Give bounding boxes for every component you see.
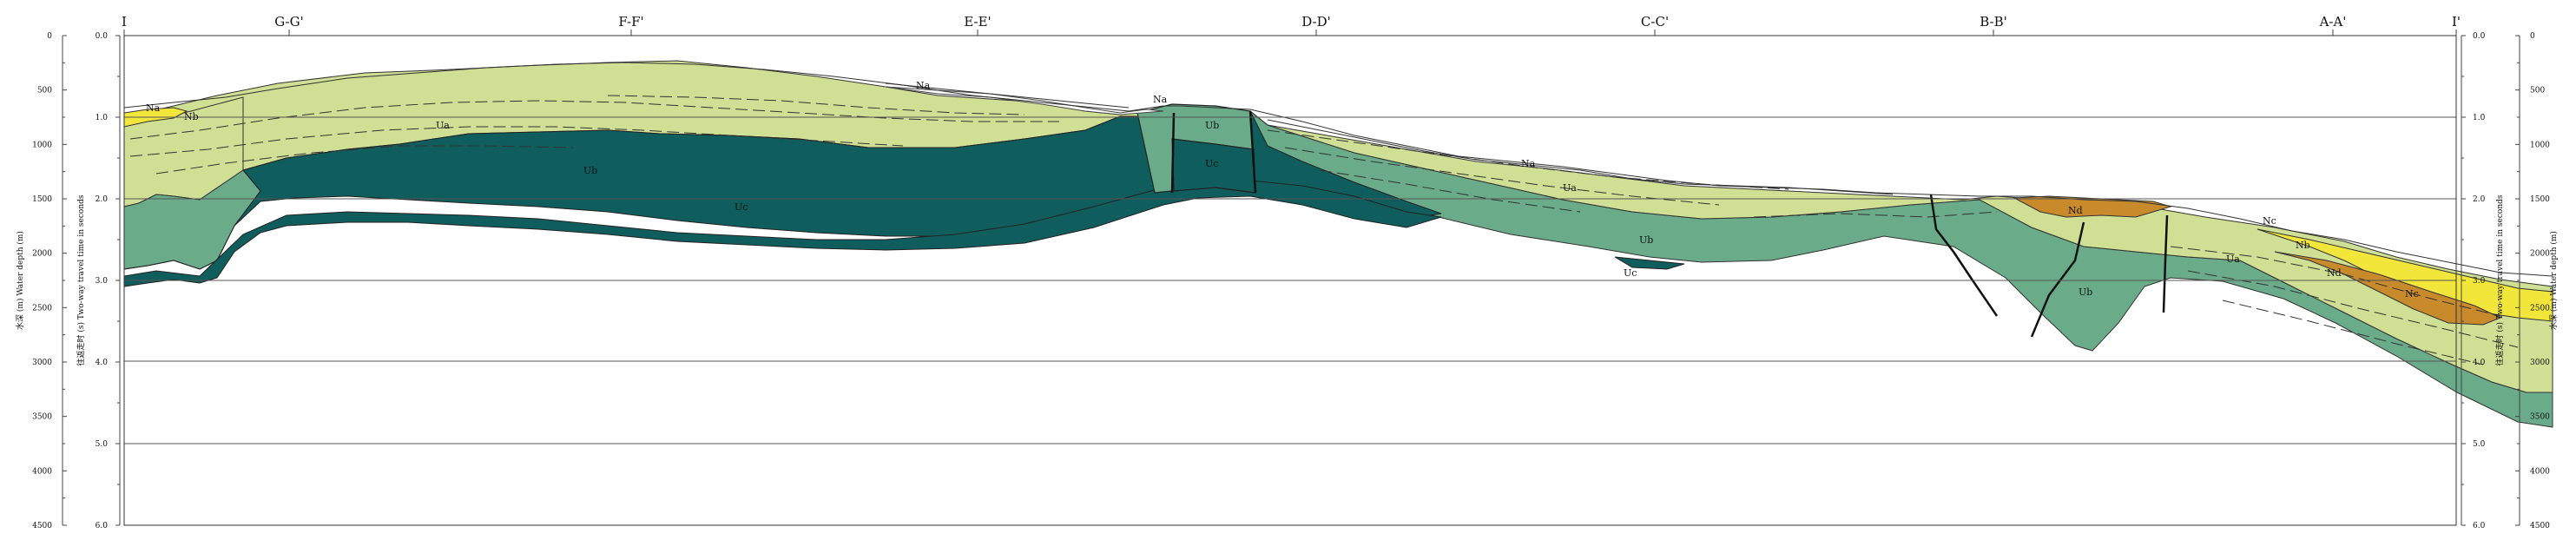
right-time-tick-label: 2.0 [2473, 195, 2486, 204]
left-time-tick-label: 4.0 [96, 359, 109, 367]
right-depth-tick-label: 1500 [2530, 195, 2550, 204]
left-depth-tick-label: 1000 [32, 141, 52, 149]
fault-1 [1170, 112, 1176, 194]
label-nb-aa: Nb [2296, 240, 2310, 251]
right-depth-tick-label: 3500 [2530, 413, 2550, 422]
unit-labels: Na Nb Ua Ub Uc Na Na Ub Uc Na Ua Ub Uc N… [146, 80, 2419, 300]
profile-label-i-prime: I' [2452, 14, 2461, 30]
fault-2 [1248, 110, 1257, 194]
left-time-axis: 0.0 1.0 2.0 3.0 4.0 5.0 6.0 [96, 32, 121, 530]
label-nb-left: Nb [184, 111, 199, 122]
right-depth-tick-label: 3000 [2530, 359, 2550, 367]
right-time-tick-label: 3.0 [2473, 277, 2486, 286]
label-uc-left: Uc [735, 201, 748, 213]
time-grid [124, 116, 2456, 445]
left-time-tick-label: 1.0 [96, 114, 109, 122]
left-time-tick-label: 3.0 [96, 277, 109, 286]
label-ub-cc: Ub [1639, 234, 1653, 246]
label-ub-mid: Ub [1205, 120, 1219, 131]
right-depth-axis-title: 水深 (m) Water depth (m) [2548, 231, 2559, 330]
profile-ticks [123, 30, 2457, 36]
label-na-top: Na [1153, 94, 1168, 105]
label-nc-aa: Nc [2263, 215, 2276, 227]
left-depth-tick-label: 2500 [32, 304, 52, 313]
unit-uc-body [123, 110, 1442, 270]
profile-label-ff: F-F' [618, 14, 643, 30]
fault-4 [2030, 221, 2085, 338]
label-ua-left: Ua [436, 120, 450, 131]
right-depth-tick-label: 2500 [2530, 304, 2550, 313]
right-depth-axis: 0 500 1000 1500 2000 2500 3000 3500 4000 4500 [2515, 32, 2550, 530]
label-uc-cc: Uc [1624, 267, 1637, 279]
right-depth-tick-label: 2000 [2530, 250, 2550, 259]
profile-label-aa: A-A' [2319, 14, 2347, 30]
left-time-axis-title: 往返走时 (s) Two-way travel time in seconds [76, 194, 86, 365]
profile-label-gg: G-G' [274, 14, 303, 30]
right-time-tick-label: 4.0 [2473, 359, 2486, 367]
label-na-left: Na [146, 102, 161, 114]
right-time-tick-label: 1.0 [2473, 114, 2486, 122]
right-time-axis: 0.0 1.0 2.0 3.0 4.0 5.0 6.0 [2461, 32, 2486, 530]
left-depth-tick-label: 0 [47, 32, 52, 41]
unit-nb-right [2256, 228, 2553, 322]
right-depth-tick-label: 4000 [2530, 467, 2550, 476]
label-nd-bb: Nd [2068, 205, 2083, 216]
left-depth-axis: 0 500 1000 1500 2000 2500 3000 3500 4000 4500 [32, 32, 67, 530]
internal-reflectors [129, 95, 2519, 365]
right-depth-tick-label: 500 [2530, 87, 2545, 95]
left-depth-tick-label: 4500 [32, 522, 52, 530]
right-depth-tick-label: 4500 [2530, 522, 2550, 530]
left-depth-tick-label: 1500 [32, 195, 52, 204]
label-na-cc: Na [1521, 158, 1536, 169]
profile-label-ee: E-E' [964, 14, 991, 30]
left-depth-tick-label: 3000 [32, 359, 52, 367]
left-time-tick-label: 2.0 [96, 195, 109, 204]
right-time-tick-label: 6.0 [2473, 522, 2486, 530]
right-depth-tick-label: 0 [2530, 32, 2535, 41]
fault-5 [2162, 214, 2169, 313]
label-ub-bb: Ub [2079, 286, 2092, 298]
unit-uc-band [123, 180, 1442, 287]
left-depth-tick-label: 500 [37, 87, 52, 95]
fault-3 [1929, 194, 1999, 317]
label-nd-aa: Nd [2327, 267, 2342, 279]
right-time-tick-label: 0.0 [2473, 32, 2486, 41]
profile-label-dd: D-D' [1301, 14, 1331, 30]
profile-label-i: I [122, 14, 127, 30]
profile-labels: I G-G' F-F' E-E' D-D' C-C' B-B' A-A' I' [122, 14, 2461, 30]
faults [1170, 110, 2169, 338]
seafloor-strata-lines [123, 62, 2553, 277]
right-time-tick-label: 5.0 [2473, 440, 2486, 449]
label-ua-bb: Ua [2226, 254, 2240, 265]
label-ub-left: Ub [583, 165, 597, 176]
left-time-tick-label: 6.0 [96, 522, 109, 530]
left-time-tick-label: 5.0 [96, 440, 109, 449]
label-ne-aa: Nc [2405, 288, 2419, 300]
plot-frame [123, 35, 2457, 526]
right-depth-tick-label: 1000 [2530, 141, 2550, 149]
left-depth-tick-label: 2000 [32, 250, 52, 259]
unit-uc-pocket [1614, 256, 1685, 270]
profile-label-cc: C-C' [1641, 14, 1669, 30]
label-uc-mid: Uc [1205, 158, 1218, 169]
geologic-units [123, 60, 2553, 428]
right-time-axis-title: 往返走时 (s) Two-way travel time in seconds [2494, 194, 2505, 365]
left-depth-tick-label: 3500 [32, 413, 52, 422]
label-ua-cc: Ua [1563, 182, 1577, 194]
label-na-mid: Na [916, 80, 931, 91]
left-depth-axis-title: 水深 (m) Water depth (m) [15, 231, 25, 330]
profile-label-bb: B-B' [1980, 14, 2007, 30]
left-depth-tick-label: 4000 [32, 467, 52, 476]
left-time-tick-label: 0.0 [96, 32, 109, 41]
